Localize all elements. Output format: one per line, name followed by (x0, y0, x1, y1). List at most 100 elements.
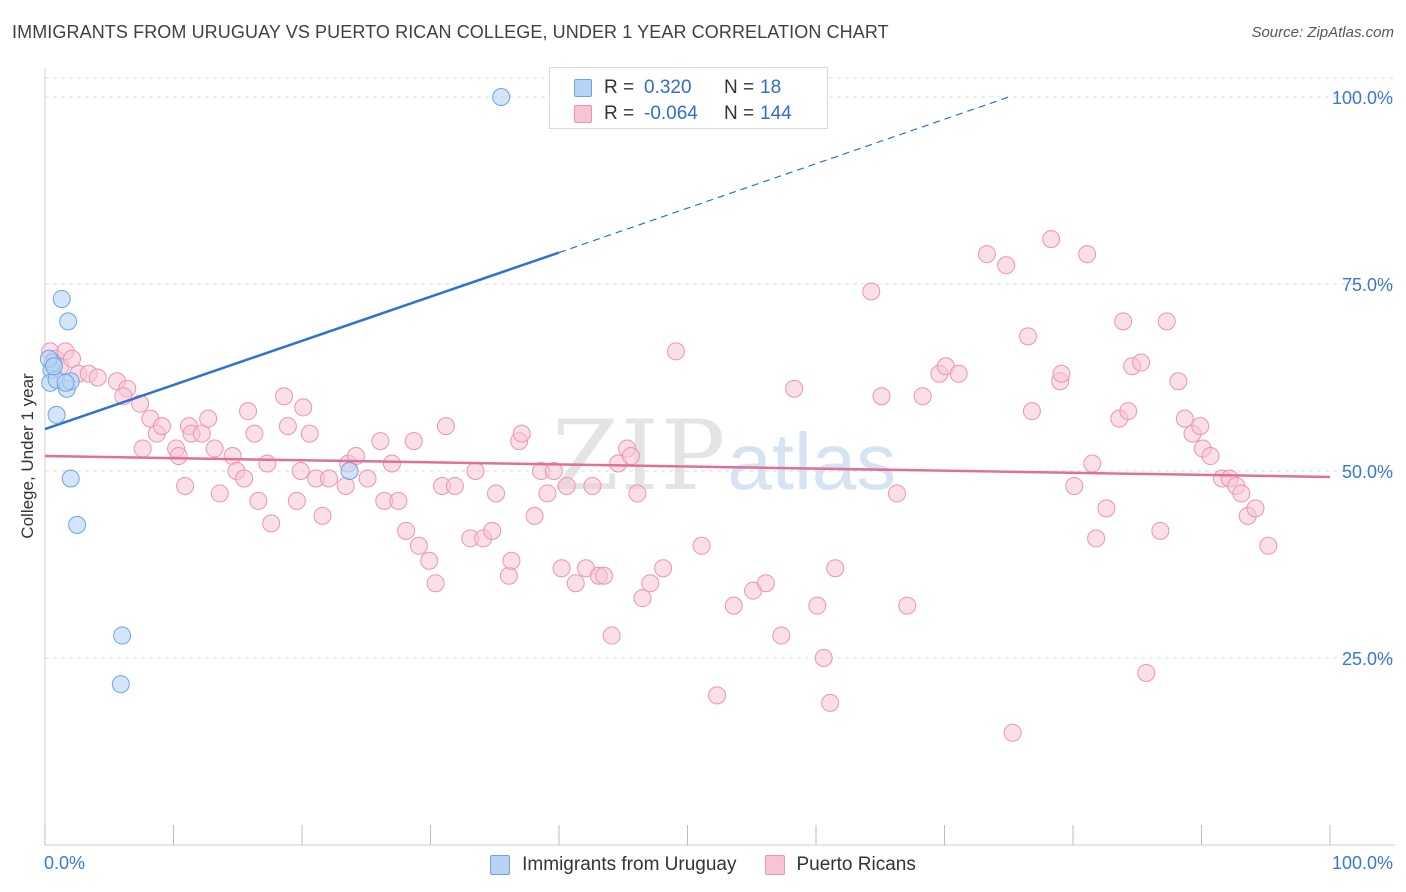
puerto-rican-point (872, 387, 891, 406)
puerto-rican-point (176, 476, 195, 495)
uruguay-point (56, 373, 75, 392)
puerto-rican-point (502, 551, 521, 570)
puerto-rican-point (397, 521, 416, 540)
puerto-rican-point (1232, 484, 1251, 503)
y-tick-label: 50.0% (1342, 462, 1393, 482)
puerto-rican-point (291, 462, 310, 480)
puerto-rican-point (997, 256, 1016, 275)
uruguay-point (47, 405, 66, 424)
puerto-rican-point (262, 514, 281, 533)
puerto-rican-point (1078, 245, 1097, 264)
puerto-rican-point (628, 484, 647, 503)
puerto-rican-point (1083, 454, 1102, 473)
puerto-rican-point (1175, 409, 1194, 428)
puerto-rican-point (426, 574, 445, 593)
puerto-rican-point (466, 462, 485, 480)
uruguay-point (59, 312, 78, 331)
puerto-rican-point (371, 432, 390, 451)
puerto-rican-point (826, 559, 845, 578)
puerto-rican-point (62, 349, 81, 368)
y-tick-label: 25.0% (1342, 649, 1393, 669)
n-value: 18 (760, 77, 782, 98)
puerto-rican-point (409, 536, 428, 555)
uruguay-legend-swatch (490, 855, 511, 875)
uruguay-trendline (44, 251, 560, 431)
puerto-rican-point (756, 574, 775, 593)
puerto-rican-point (633, 589, 652, 608)
n-label: N = (724, 77, 755, 98)
puerto-rican-point (275, 387, 294, 406)
puerto-rican-point (223, 447, 242, 466)
stats-row-puerto-rican: R = -0.064 N = 144 (574, 102, 792, 126)
uruguay-trendline-extension (558, 96, 1009, 254)
puerto-rican-point (1137, 663, 1156, 682)
puerto-rican-point (557, 476, 576, 495)
r-label: R = (604, 77, 635, 98)
puerto-rican-point (88, 368, 107, 387)
puerto-rican-point (512, 424, 531, 443)
uruguay-point (340, 462, 359, 480)
puerto-rican-legend-swatch (764, 855, 785, 875)
puerto-rican-point (192, 424, 211, 443)
puerto-rican-point (808, 596, 827, 615)
legend-label-uruguay: Immigrants from Uruguay (522, 854, 737, 875)
puerto-rican-point (1157, 312, 1176, 331)
puerto-rican-point (1087, 529, 1106, 548)
puerto-rican-point (544, 462, 563, 480)
puerto-rican-point (602, 626, 621, 645)
series-legend: Immigrants from Uruguay Puerto Ricans (0, 852, 1406, 878)
puerto-rican-point (1022, 402, 1041, 421)
y-axis-title: College, Under 1 year (18, 373, 37, 539)
puerto-rican-point (1042, 230, 1061, 249)
puerto-rican-point (1052, 364, 1071, 383)
puerto-rican-point (382, 454, 401, 473)
puerto-rican-point (294, 398, 313, 417)
puerto-rican-point (898, 596, 917, 615)
uruguay-swatch (574, 79, 592, 97)
puerto-rican-point (785, 379, 804, 398)
puerto-rican-point (1246, 499, 1265, 518)
puerto-rican-point (821, 693, 840, 712)
uruguay-point (61, 469, 80, 488)
puerto-rican-point (313, 506, 332, 525)
stats-row-uruguay: R = 0.320 N = 18 (574, 76, 781, 100)
puerto-rican-point (1132, 353, 1151, 372)
puerto-rican-point (887, 484, 906, 503)
puerto-rican-point (210, 484, 229, 503)
chart-title: IMMIGRANTS FROM URUGUAY VS PUERTO RICAN … (12, 22, 889, 42)
puerto-rican-point (1019, 327, 1038, 346)
puerto-rican-point (1259, 536, 1278, 555)
uruguay-point (111, 675, 130, 694)
puerto-rican-point (389, 491, 408, 510)
puerto-rican-point (566, 574, 585, 593)
puerto-rican-point (245, 424, 264, 443)
puerto-rican-point (692, 536, 711, 555)
puerto-rican-point (1065, 476, 1084, 495)
puerto-rican-point (169, 447, 188, 466)
puerto-rican-point (278, 417, 297, 436)
puerto-rican-point (1097, 499, 1116, 518)
puerto-rican-point (1151, 521, 1170, 540)
legend-item-uruguay: Immigrants from Uruguay (490, 854, 737, 876)
chart-source: Source: ZipAtlas.com (1251, 24, 1394, 41)
puerto-rican-point (594, 566, 613, 585)
puerto-rican-point (249, 491, 268, 510)
uruguay-point (52, 289, 71, 308)
puerto-rican-point (235, 469, 254, 488)
legend-label-puerto-rican: Puerto Ricans (796, 854, 916, 875)
puerto-rican-point (666, 342, 685, 361)
puerto-rican-point (913, 387, 932, 406)
puerto-rican-point (300, 424, 319, 443)
puerto-rican-point (977, 245, 996, 264)
puerto-rican-point (1201, 447, 1220, 466)
puerto-rican-point (239, 402, 258, 421)
puerto-rican-point (420, 551, 439, 570)
x-tick-label: 100.0% (1332, 853, 1393, 873)
puerto-rican-point (287, 491, 306, 510)
puerto-rican-point (552, 559, 571, 578)
puerto-rican-trendline (44, 454, 1331, 479)
puerto-rican-point (949, 364, 968, 383)
puerto-rican-point (199, 409, 218, 428)
puerto-rican-point (487, 484, 506, 503)
